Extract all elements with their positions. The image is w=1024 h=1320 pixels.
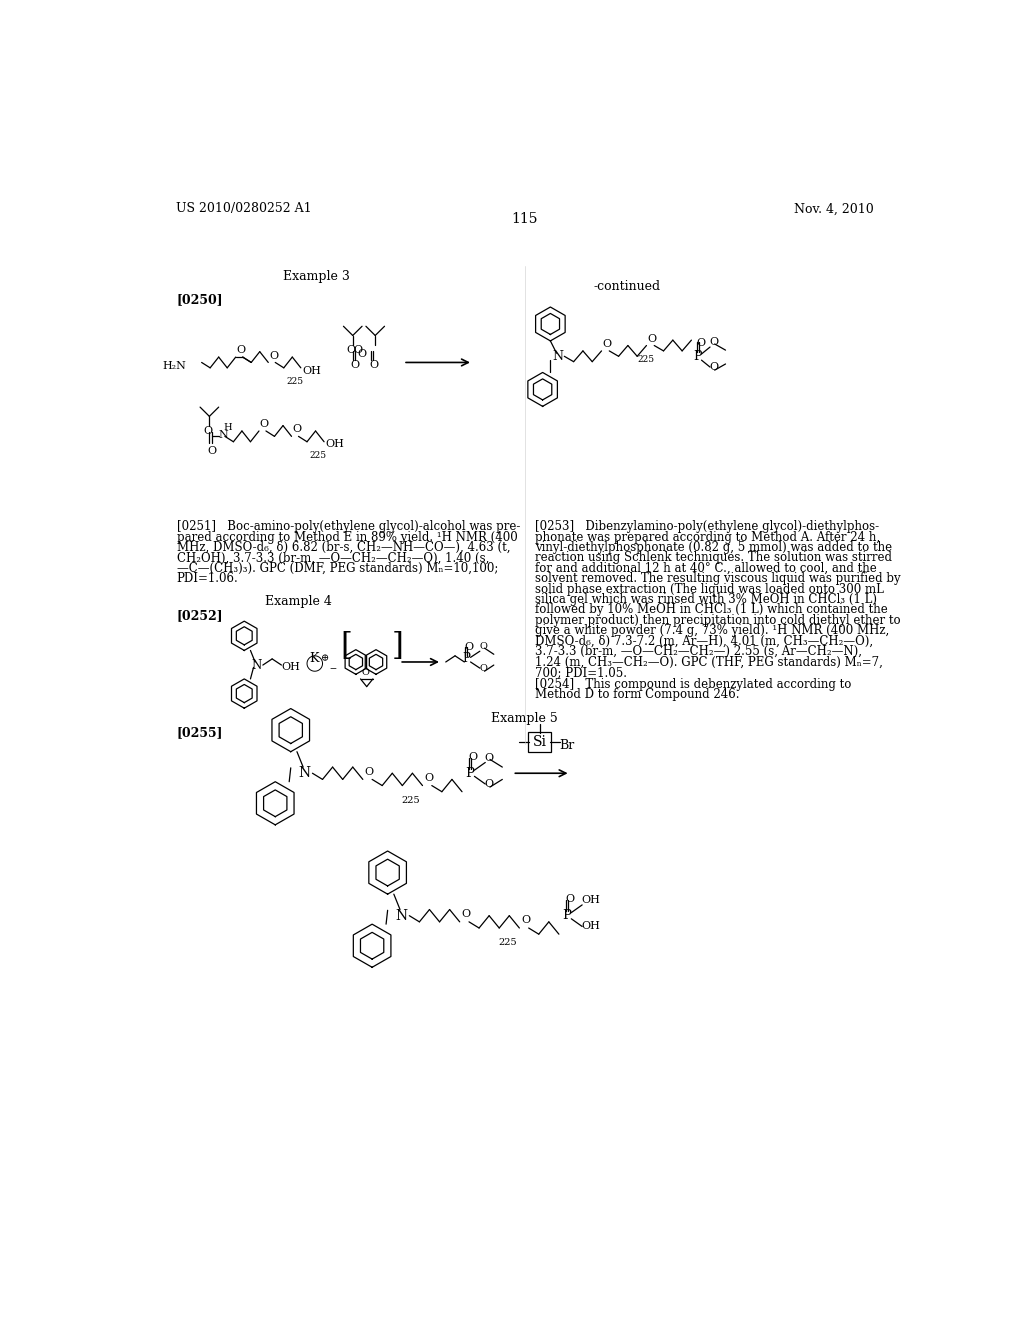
Text: for and additional 12 h at 40° C., allowed to cool, and the: for and additional 12 h at 40° C., allow… — [535, 562, 877, 576]
Text: 700; PDI=1.05.: 700; PDI=1.05. — [535, 665, 627, 678]
Text: N: N — [395, 908, 408, 923]
Text: O: O — [347, 345, 355, 355]
Text: [0252]: [0252] — [177, 609, 223, 622]
Text: reaction using Schlenk techniques. The solution was stirred: reaction using Schlenk techniques. The s… — [535, 552, 892, 565]
Text: O: O — [292, 425, 301, 434]
Text: N: N — [553, 350, 563, 363]
Text: O: O — [647, 334, 656, 343]
Text: solvent removed. The resulting viscous liquid was purified by: solvent removed. The resulting viscous l… — [535, 573, 900, 585]
Text: polymer product) then precipitation into cold diethyl ether to: polymer product) then precipitation into… — [535, 614, 900, 627]
Text: H: H — [223, 422, 232, 432]
Text: O: O — [602, 339, 611, 348]
Text: Example 3: Example 3 — [283, 271, 350, 282]
Text: OH: OH — [582, 921, 600, 932]
Text: 225: 225 — [499, 939, 517, 946]
Text: 1.24 (m, CH₃—CH₂—O). GPC (THF, PEG standards) Mₙ=7,: 1.24 (m, CH₃—CH₂—O). GPC (THF, PEG stand… — [535, 656, 883, 668]
Text: O: O — [464, 642, 473, 652]
Text: Br: Br — [560, 739, 574, 752]
Text: O: O — [479, 664, 487, 673]
Text: 225: 225 — [309, 451, 327, 459]
Text: give a white powder (7.4 g, 73% yield). ¹H NMR (400 MHz,: give a white powder (7.4 g, 73% yield). … — [535, 624, 889, 638]
Text: N: N — [299, 766, 310, 780]
Text: vinyl-diethylphosphonate (0.82 g, 5 mmol) was added to the: vinyl-diethylphosphonate (0.82 g, 5 mmol… — [535, 541, 892, 554]
Text: O: O — [203, 425, 212, 436]
Text: [0250]: [0250] — [177, 293, 223, 306]
Text: pared according to Method E in 89% yield. ¹H NMR (400: pared according to Method E in 89% yield… — [177, 531, 517, 544]
Text: O: O — [237, 345, 246, 355]
Text: OH: OH — [326, 440, 344, 449]
Text: O: O — [260, 418, 269, 429]
Text: DMSO-d₆, δ) 7.3-7.2 (m, Ar—H), 4.01 (m, CH₃—CH₂—O),: DMSO-d₆, δ) 7.3-7.2 (m, Ar—H), 4.01 (m, … — [535, 635, 873, 648]
Text: Example 4: Example 4 — [265, 595, 332, 609]
Text: O: O — [479, 642, 487, 651]
Text: [0251]   Boc-amino-poly(ethylene glycol)-alcohol was pre-: [0251] Boc-amino-poly(ethylene glycol)-a… — [177, 520, 520, 533]
FancyBboxPatch shape — [528, 733, 551, 752]
Text: O: O — [468, 751, 477, 762]
Text: silica gel which was rinsed with 3% MeOH in CHCl₃ (1 L): silica gel which was rinsed with 3% MeOH… — [535, 593, 877, 606]
Text: US 2010/0280252 A1: US 2010/0280252 A1 — [176, 202, 311, 215]
Text: O: O — [565, 894, 574, 904]
Text: followed by 10% MeOH in CHCl₃ (1 L) which contained the: followed by 10% MeOH in CHCl₃ (1 L) whic… — [535, 603, 888, 616]
Text: [0255]: [0255] — [177, 726, 223, 739]
Text: O: O — [208, 446, 217, 455]
Text: phonate was prepared according to Method A. After 24 h,: phonate was prepared according to Method… — [535, 531, 880, 544]
Text: 225: 225 — [637, 355, 654, 364]
Text: 225: 225 — [286, 378, 303, 385]
Text: Nov. 4, 2010: Nov. 4, 2010 — [794, 202, 873, 215]
Text: 115: 115 — [512, 213, 538, 226]
Text: ]: ] — [391, 631, 403, 663]
Text: CH₂OH), 3.7-3.3 (br-m, —O—CH₂—CH₂—O), 1.40 (s,: CH₂OH), 3.7-3.3 (br-m, —O—CH₂—CH₂—O), 1.… — [177, 552, 489, 565]
Text: O: O — [369, 360, 378, 370]
Text: [: [ — [340, 631, 352, 663]
Text: O: O — [710, 338, 719, 347]
Text: O: O — [269, 351, 279, 360]
Text: O: O — [361, 668, 369, 677]
Text: H₂N: H₂N — [162, 360, 186, 371]
Text: OH: OH — [582, 895, 600, 906]
Text: Si: Si — [532, 735, 547, 750]
Text: O: O — [461, 909, 470, 919]
Text: 3.7-3.3 (br-m, —O—CH₂—CH₂—) 2.55 (s, Ar—CH₂—N),: 3.7-3.3 (br-m, —O—CH₂—CH₂—) 2.55 (s, Ar—… — [535, 645, 862, 659]
Text: MHz, DMSO-d₆, δ) 6.82 (br-s, CH₂—NH—CO—), 4.63 (t,: MHz, DMSO-d₆, δ) 6.82 (br-s, CH₂—NH—CO—)… — [177, 541, 510, 554]
Text: OH: OH — [282, 663, 300, 672]
Text: -continued: -continued — [593, 280, 660, 293]
Text: O: O — [484, 779, 494, 789]
Text: O: O — [521, 915, 530, 925]
Text: ⊕: ⊕ — [321, 655, 329, 663]
Text: O: O — [424, 774, 433, 783]
Text: K: K — [309, 652, 318, 665]
Text: [0253]   Dibenzylamino-poly(ethylene glycol)-diethylphos-: [0253] Dibenzylamino-poly(ethylene glyco… — [535, 520, 879, 533]
Text: —C—(CH₃)₃). GPC (DMF, PEG standards) Mₙ=10,100;: —C—(CH₃)₃). GPC (DMF, PEG standards) Mₙ=… — [177, 562, 499, 576]
Text: –: – — [330, 661, 337, 676]
Text: P: P — [693, 350, 701, 363]
Text: [0254]   This compound is debenzylated according to: [0254] This compound is debenzylated acc… — [535, 677, 851, 690]
Text: P: P — [562, 909, 571, 923]
Text: N: N — [252, 659, 262, 672]
Text: O: O — [357, 348, 367, 359]
Text: O: O — [696, 338, 706, 347]
Text: O: O — [710, 362, 719, 372]
Text: OH: OH — [302, 366, 322, 375]
Text: O: O — [350, 360, 359, 370]
Text: P: P — [462, 652, 470, 665]
Text: N: N — [219, 430, 228, 440]
Text: PDI=1.06.: PDI=1.06. — [177, 573, 239, 585]
Text: O: O — [365, 767, 374, 776]
Text: Example 5: Example 5 — [492, 713, 558, 726]
Text: O: O — [484, 752, 494, 763]
Text: Method D to form Compound 246.: Method D to form Compound 246. — [535, 688, 739, 701]
Text: P: P — [465, 767, 474, 780]
Text: solid phase extraction (The liquid was loaded onto 300 mL: solid phase extraction (The liquid was l… — [535, 582, 884, 595]
Text: O: O — [353, 345, 362, 355]
Text: 225: 225 — [401, 796, 420, 805]
